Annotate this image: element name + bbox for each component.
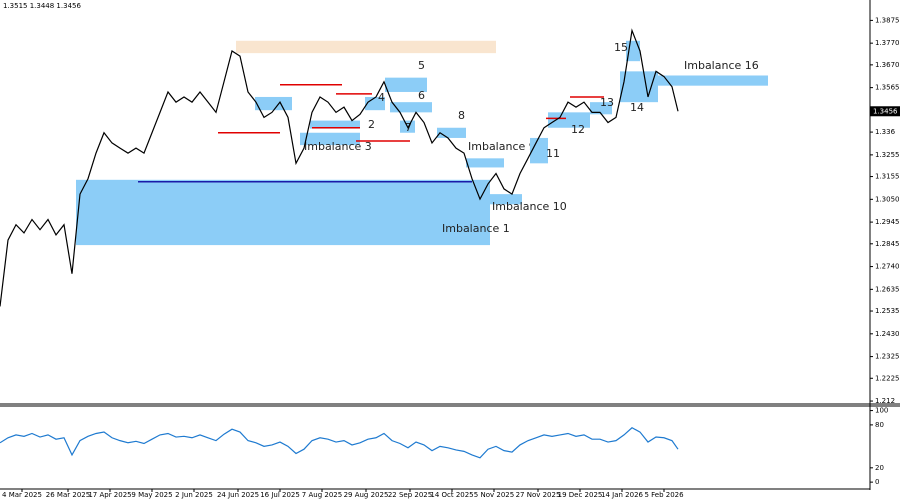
y-tick-label: 1.3255 bbox=[875, 151, 900, 159]
y-tick-label: 1.2740 bbox=[875, 263, 900, 271]
x-tick-label: 22 Sep 2025 bbox=[388, 491, 432, 499]
x-tick-label: 5 Feb 2026 bbox=[644, 491, 684, 499]
y-tick-label: 1.2430 bbox=[875, 330, 900, 338]
imbalance-zone bbox=[478, 194, 522, 205]
zone-label: 11 bbox=[546, 147, 560, 160]
rsi-tick-label: 0 bbox=[875, 478, 879, 486]
y-tick-label: 1.2635 bbox=[875, 285, 900, 293]
y-tick-label: 1.2225 bbox=[875, 374, 900, 382]
x-tick-label: 24 Jun 2025 bbox=[217, 491, 259, 499]
y-tick-label: 1.3670 bbox=[875, 61, 900, 69]
y-tick-label: 1.336 bbox=[875, 128, 896, 136]
imbalance-zone bbox=[236, 40, 496, 54]
imbalance-zone bbox=[658, 75, 768, 86]
zone-label: Imbalance 1 bbox=[442, 222, 510, 235]
x-tick-label: 19 Dec 2025 bbox=[558, 491, 603, 499]
zone-label: Imbalance 9 bbox=[468, 140, 536, 153]
x-tick-label: 2 Jun 2025 bbox=[175, 491, 213, 499]
imbalance-zone bbox=[310, 120, 360, 129]
x-tick-label: 9 May 2025 bbox=[131, 491, 172, 499]
imbalance-zone bbox=[530, 137, 548, 164]
y-tick-label: 1.2845 bbox=[875, 240, 900, 248]
y-tick-label: 1.2325 bbox=[875, 353, 900, 361]
zone-label: Imbalance 3 bbox=[304, 140, 372, 153]
rsi-tick-label: 80 bbox=[875, 421, 884, 429]
zone-label: 12 bbox=[571, 123, 585, 136]
zone-label: 5 bbox=[418, 59, 425, 72]
y-tick-label: 1.3875 bbox=[875, 16, 900, 24]
y-tick-label: 1.2535 bbox=[875, 307, 900, 315]
y-tick-label: 1.3155 bbox=[875, 173, 900, 181]
imbalance-zone bbox=[620, 71, 658, 103]
zone-label: 4 bbox=[378, 91, 385, 104]
imbalance-zone bbox=[385, 77, 427, 92]
y-tick-label: 1.2945 bbox=[875, 218, 900, 226]
x-tick-label: 7 Aug 2025 bbox=[302, 491, 342, 499]
x-tick-label: 4 Mar 2025 bbox=[2, 491, 42, 499]
zone-label: 15 bbox=[614, 41, 628, 54]
y-tick-label: 1.3565 bbox=[875, 84, 900, 92]
zone-label: 8 bbox=[458, 109, 465, 122]
x-tick-label: 17 Apr 2025 bbox=[88, 491, 131, 499]
zone-label: Imbalance 16 bbox=[684, 59, 759, 72]
x-tick-label: 14 Jan 2026 bbox=[601, 491, 644, 499]
rsi-tick-label: 100 bbox=[875, 407, 888, 415]
imbalance-zone bbox=[255, 96, 292, 111]
y-tick-label: 1.212 bbox=[875, 397, 895, 405]
zone-label: 6 bbox=[418, 89, 425, 102]
x-tick-label: 26 Mar 2025 bbox=[46, 491, 90, 499]
x-tick-label: 16 Jul 2025 bbox=[260, 491, 300, 499]
imbalance-zone bbox=[590, 102, 612, 115]
y-tick-label: 1.3050 bbox=[875, 195, 900, 203]
price-tag-bg bbox=[870, 106, 900, 117]
zone-label: 2 bbox=[368, 118, 375, 131]
x-tick-label: 29 Aug 2025 bbox=[344, 491, 389, 499]
zone-label: 13 bbox=[600, 96, 614, 109]
zone-label: 14 bbox=[630, 101, 644, 114]
price-header: 1.3515 1.3448 1.3456 bbox=[3, 2, 81, 10]
x-tick-label: 27 Nov 2025 bbox=[516, 491, 561, 499]
y-tick-label: 1.3770 bbox=[875, 39, 900, 47]
imbalance-zone bbox=[437, 127, 466, 138]
imbalance-zone bbox=[300, 132, 360, 146]
price-tag: 1.3456 bbox=[873, 107, 898, 115]
rsi-tick-label: 20 bbox=[875, 464, 884, 472]
price-line bbox=[0, 28, 679, 307]
imbalance-zone bbox=[548, 112, 590, 128]
imbalance-zone bbox=[390, 102, 432, 113]
x-tick-label: 14 Oct 2025 bbox=[430, 491, 473, 499]
imbalance-zone bbox=[466, 158, 504, 168]
price-line bbox=[0, 427, 679, 459]
zone-label: Imbalance 10 bbox=[492, 200, 567, 213]
x-tick-label: 5 Nov 2025 bbox=[474, 491, 514, 499]
imbalance-zone bbox=[76, 179, 490, 246]
